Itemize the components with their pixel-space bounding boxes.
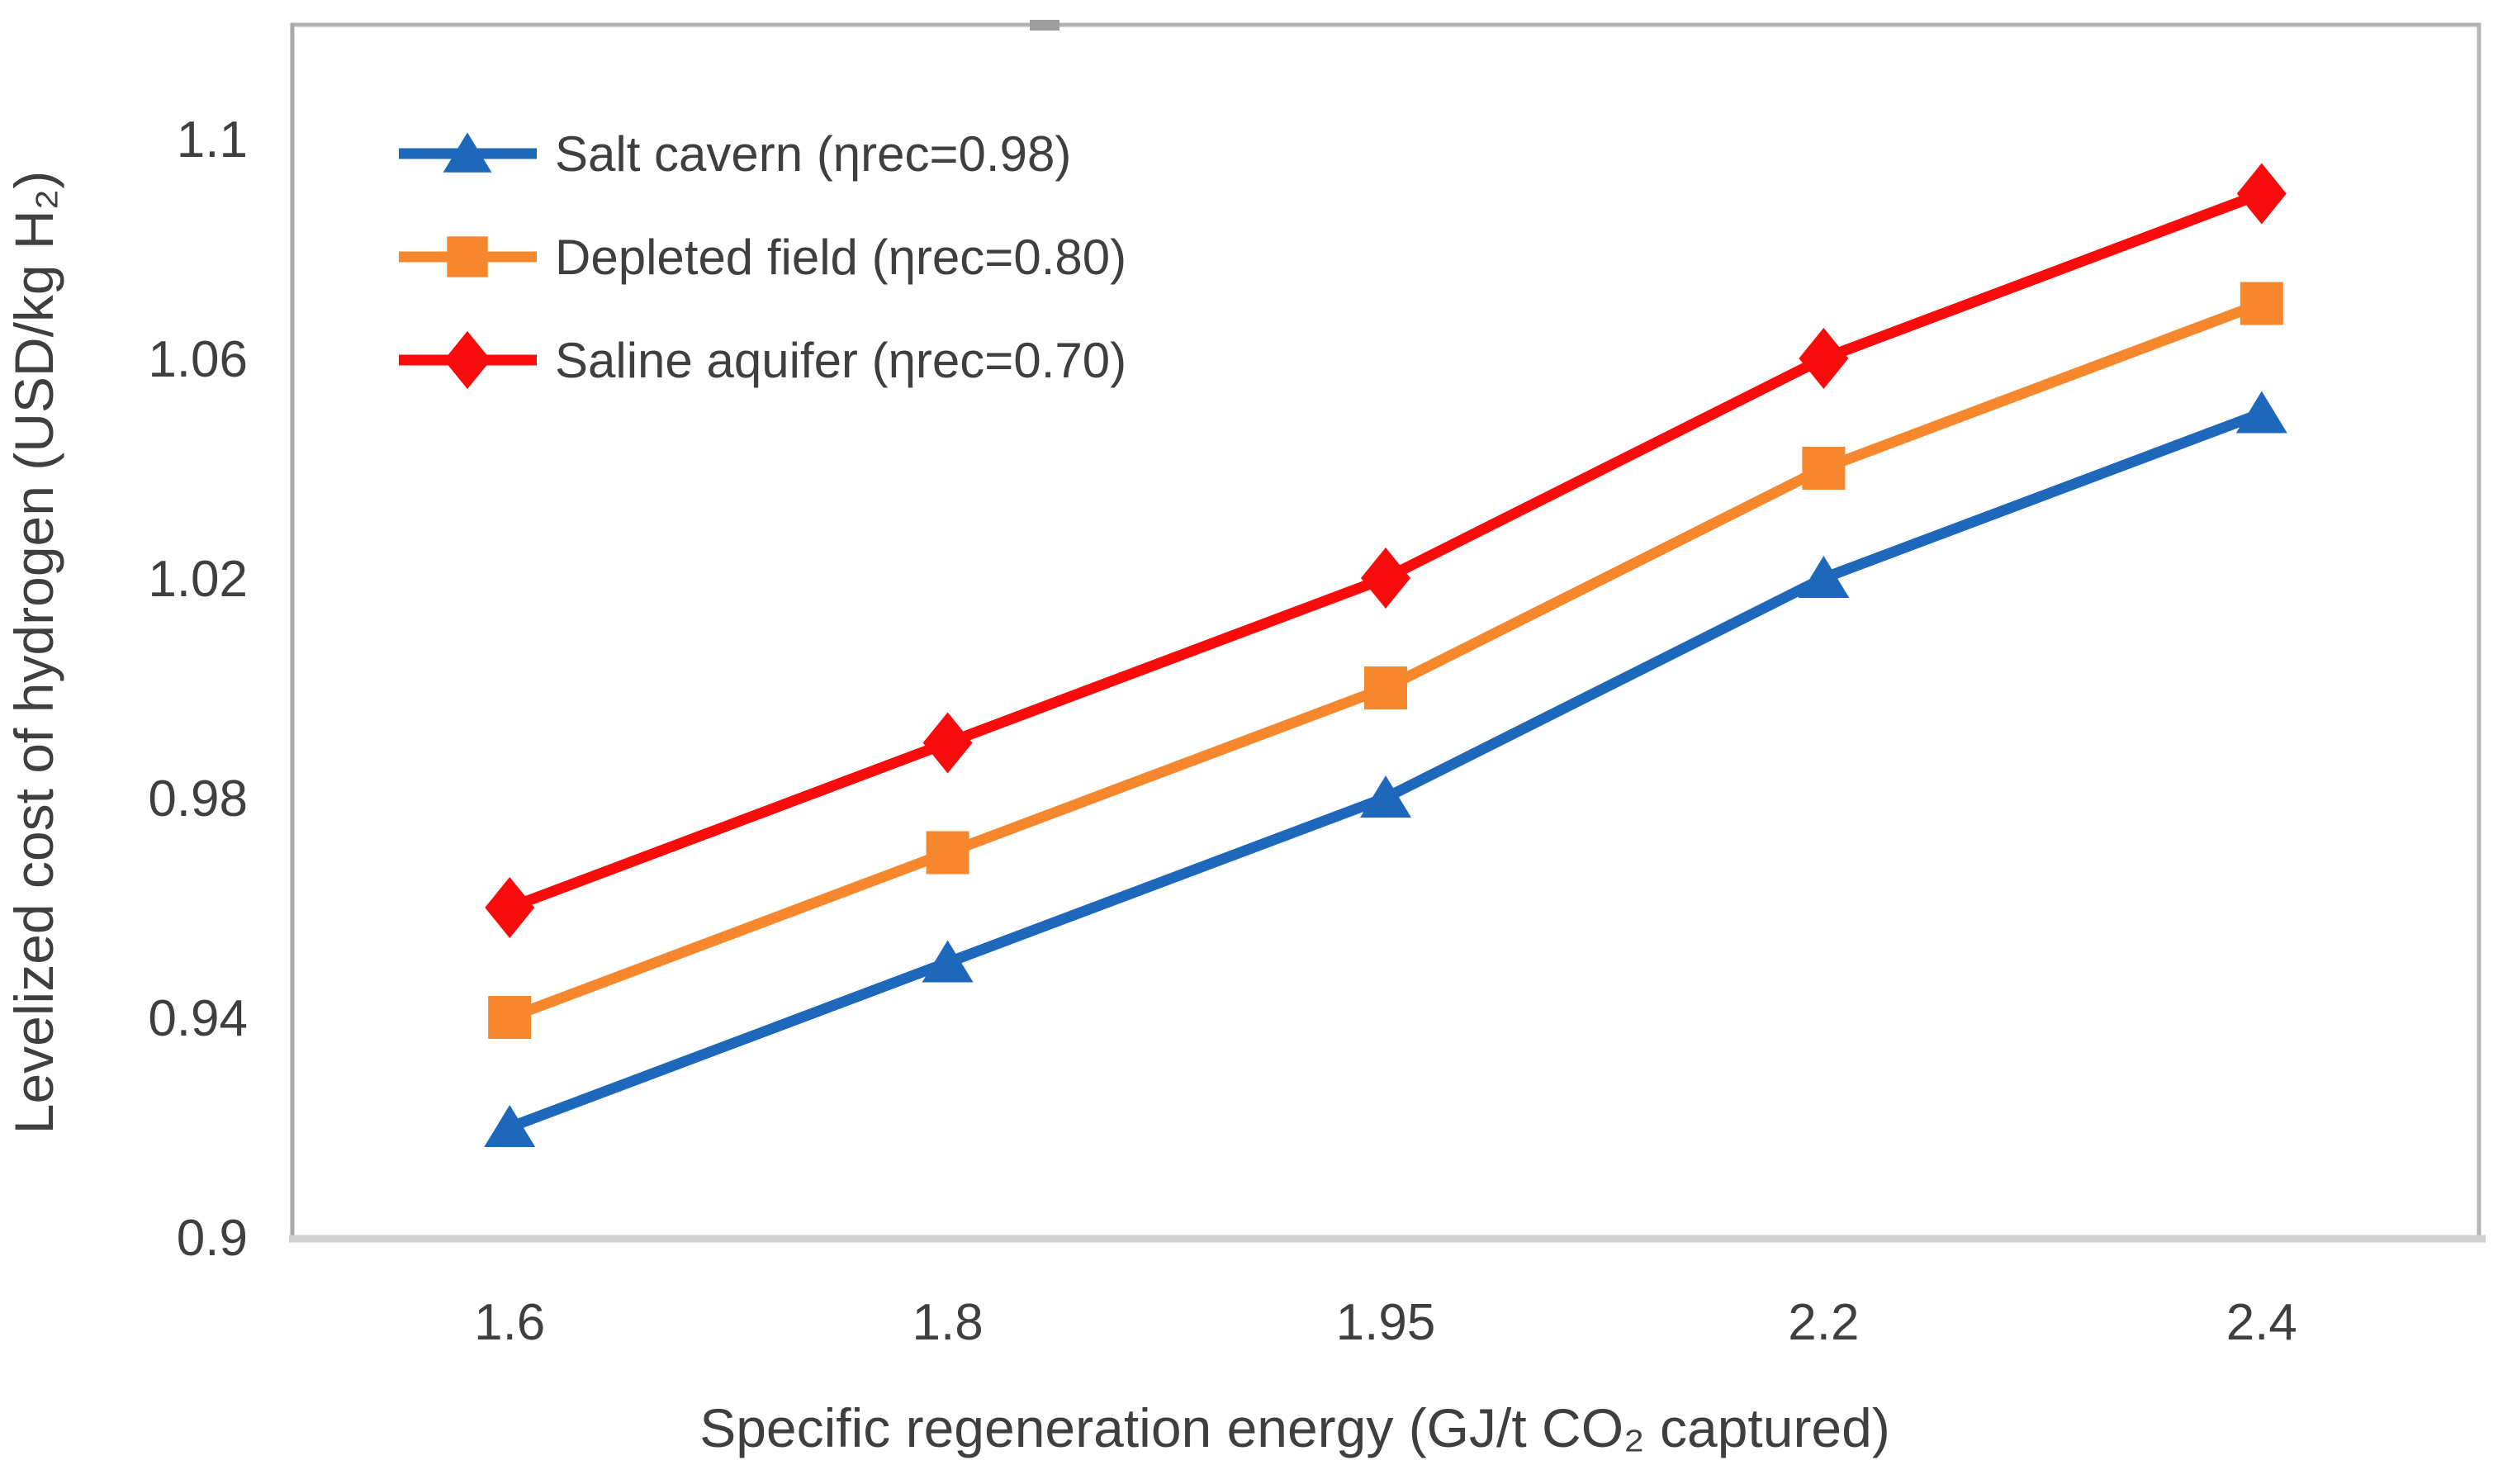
data-point-marker — [1361, 548, 1410, 609]
data-point-marker — [922, 940, 974, 983]
y-tick-label: 0.94 — [148, 990, 248, 1047]
data-point-marker — [1364, 666, 1407, 709]
data-point-marker — [1802, 447, 1846, 490]
x-tick-label: 1.95 — [1336, 1294, 1436, 1351]
data-point-marker — [1799, 328, 1849, 389]
data-point-marker — [922, 712, 973, 774]
y-tick-label: 1.1 — [177, 111, 248, 168]
y-tick-label: 1.02 — [148, 551, 248, 608]
series-layer — [484, 163, 2287, 1147]
x-axis-tick-labels: 1.6 1.8 1.95 2.2 2.4 — [474, 1294, 2297, 1351]
x-tick-label: 1.8 — [912, 1294, 983, 1351]
chart-edge-handle — [1030, 20, 1059, 31]
x-tick-label: 2.4 — [2226, 1294, 2297, 1351]
x-tick-label: 1.6 — [474, 1294, 545, 1351]
data-point-marker — [2236, 163, 2287, 225]
x-axis-title: Specific regeneration energy (GJ/t CO₂ c… — [699, 1397, 1890, 1458]
legend-label: Salt cavern (ηrec=0.98) — [555, 126, 1071, 182]
y-tick-label: 1.06 — [148, 331, 248, 388]
data-point-marker — [926, 831, 969, 875]
y-axis-tick-labels: 0.9 0.94 0.98 1.02 1.06 1.1 — [148, 111, 248, 1267]
y-tick-label: 0.98 — [148, 770, 248, 827]
data-point-marker — [447, 236, 488, 277]
legend-item: Salt cavern (ηrec=0.98) — [399, 126, 1071, 182]
data-point-marker — [1798, 556, 1850, 598]
legend-item: Depleted field (ηrec=0.80) — [399, 230, 1126, 285]
data-point-marker — [1360, 775, 1411, 818]
data-point-marker — [2235, 391, 2287, 434]
legend-label: Depleted field (ηrec=0.80) — [555, 230, 1126, 285]
series-line — [507, 408, 2264, 1133]
legend-item: Saline aquifer (ηrec=0.70) — [399, 330, 1126, 390]
plot-frame — [289, 20, 2486, 1243]
data-point-marker — [2240, 282, 2283, 325]
data-point-marker — [443, 132, 492, 173]
data-point-marker — [485, 877, 535, 938]
series-line — [507, 298, 2264, 1023]
x-tick-label: 2.2 — [1788, 1294, 1859, 1351]
data-point-marker — [443, 330, 491, 390]
legend-label: Saline aquifer (ηrec=0.70) — [555, 333, 1126, 388]
data-point-marker — [484, 1105, 536, 1147]
y-tick-label: 0.9 — [177, 1210, 248, 1267]
data-point-marker — [488, 996, 532, 1039]
legend: Salt cavern (ηrec=0.98) Depleted field (η… — [399, 126, 1126, 390]
y-axis-title: Levelized cost of hydrogen (USD/kg H₂) — [3, 171, 64, 1134]
